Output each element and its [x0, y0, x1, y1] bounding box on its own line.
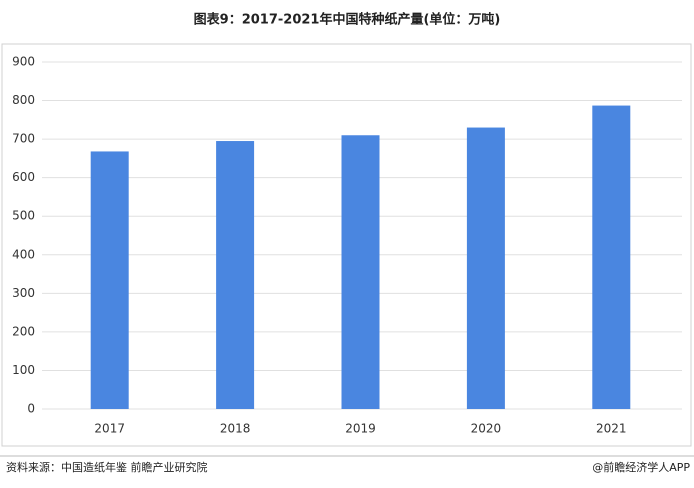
x-tick-label: 2017 — [94, 422, 125, 436]
y-tick-label: 800 — [12, 93, 35, 107]
y-tick-label: 0 — [27, 402, 35, 416]
bar — [341, 135, 380, 409]
bar — [216, 141, 255, 410]
bar — [592, 105, 631, 409]
y-tick-label: 700 — [12, 132, 35, 146]
y-tick-label: 100 — [12, 363, 35, 377]
x-tick-label: 2021 — [596, 422, 627, 436]
credit: @前瞻经济学人APP — [592, 460, 690, 474]
bar — [466, 127, 505, 410]
source-note: 资料来源：中国造纸年鉴 前瞻产业研究院 — [6, 460, 208, 474]
x-tick-label: 2020 — [471, 422, 502, 436]
y-tick-label: 500 — [12, 209, 35, 223]
y-tick-label: 400 — [12, 247, 35, 261]
y-tick-label: 200 — [12, 324, 35, 338]
x-tick-label: 2019 — [345, 422, 376, 436]
y-tick-label: 900 — [12, 55, 35, 69]
x-tick-label: 2018 — [220, 422, 251, 436]
bar — [90, 151, 129, 409]
y-tick-label: 300 — [12, 286, 35, 300]
chart-title: 图表9：2017-2021年中国特种纸产量(单位：万吨) — [194, 12, 501, 28]
y-tick-label: 600 — [12, 170, 35, 184]
chart-frame — [1, 43, 692, 447]
